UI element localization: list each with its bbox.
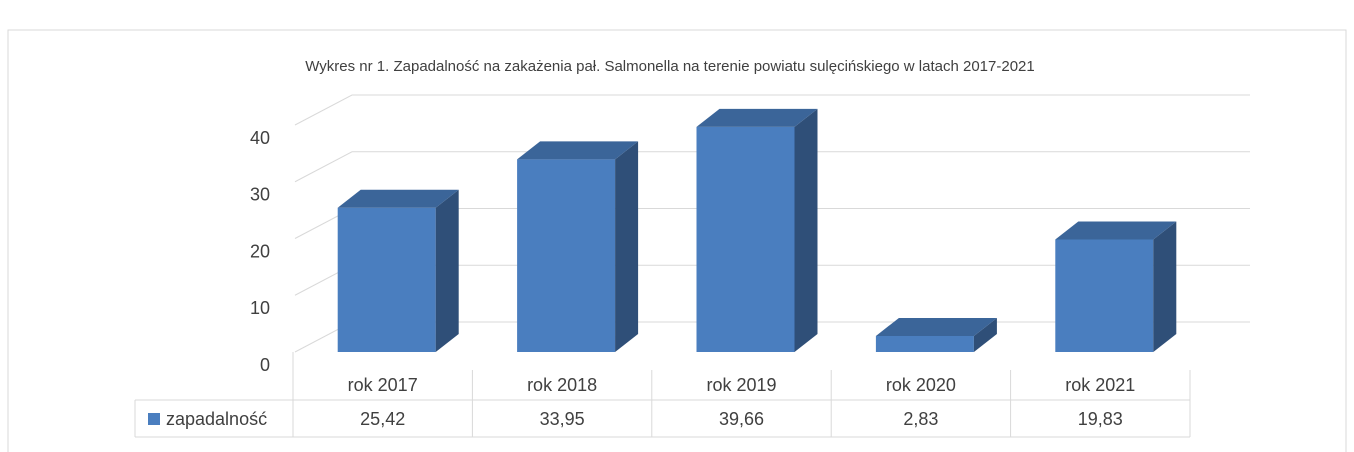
bar-front xyxy=(696,126,795,352)
x-tick-label: rok 2021 xyxy=(1065,375,1135,395)
legend-swatch xyxy=(148,413,160,425)
bar-top xyxy=(517,141,639,160)
bar-front xyxy=(337,207,436,352)
bar-front xyxy=(1055,239,1154,352)
chart-frame xyxy=(7,29,1347,452)
y-tick-label: 30 xyxy=(250,185,270,205)
bar-top xyxy=(1055,221,1177,240)
x-tick-label: rok 2018 xyxy=(527,375,597,395)
bar-side xyxy=(1153,221,1177,352)
x-tick-label: rok 2017 xyxy=(348,375,418,395)
table-lines xyxy=(134,352,1191,438)
y-tick-label: 10 xyxy=(250,298,270,318)
grid-line xyxy=(294,151,1250,183)
bar-side xyxy=(973,317,997,352)
table-value: 33,95 xyxy=(540,409,585,429)
grid-line xyxy=(294,94,1250,126)
bar-top xyxy=(696,108,818,127)
x-tick-label: rok 2019 xyxy=(706,375,776,395)
bar-side xyxy=(794,108,818,352)
table-value: 25,42 xyxy=(360,409,405,429)
x-tick-label: rok 2020 xyxy=(886,375,956,395)
bar-side xyxy=(435,189,459,352)
chart-title: Wykres nr 1. Zapadalność na zakażenia pa… xyxy=(305,58,1034,75)
y-tick-label: 40 xyxy=(250,128,270,148)
table-value: 39,66 xyxy=(719,409,764,429)
bar-front xyxy=(517,159,616,352)
legend-label: zapadalność xyxy=(166,409,267,429)
y-tick-label: 20 xyxy=(250,241,270,261)
bar-top xyxy=(337,189,459,208)
bar-top xyxy=(875,317,997,336)
table-value: 2,83 xyxy=(903,409,938,429)
table-value: 19,83 xyxy=(1078,409,1123,429)
bar-front xyxy=(875,335,974,352)
bar-side xyxy=(615,141,639,352)
y-tick-label: 0 xyxy=(260,355,270,375)
